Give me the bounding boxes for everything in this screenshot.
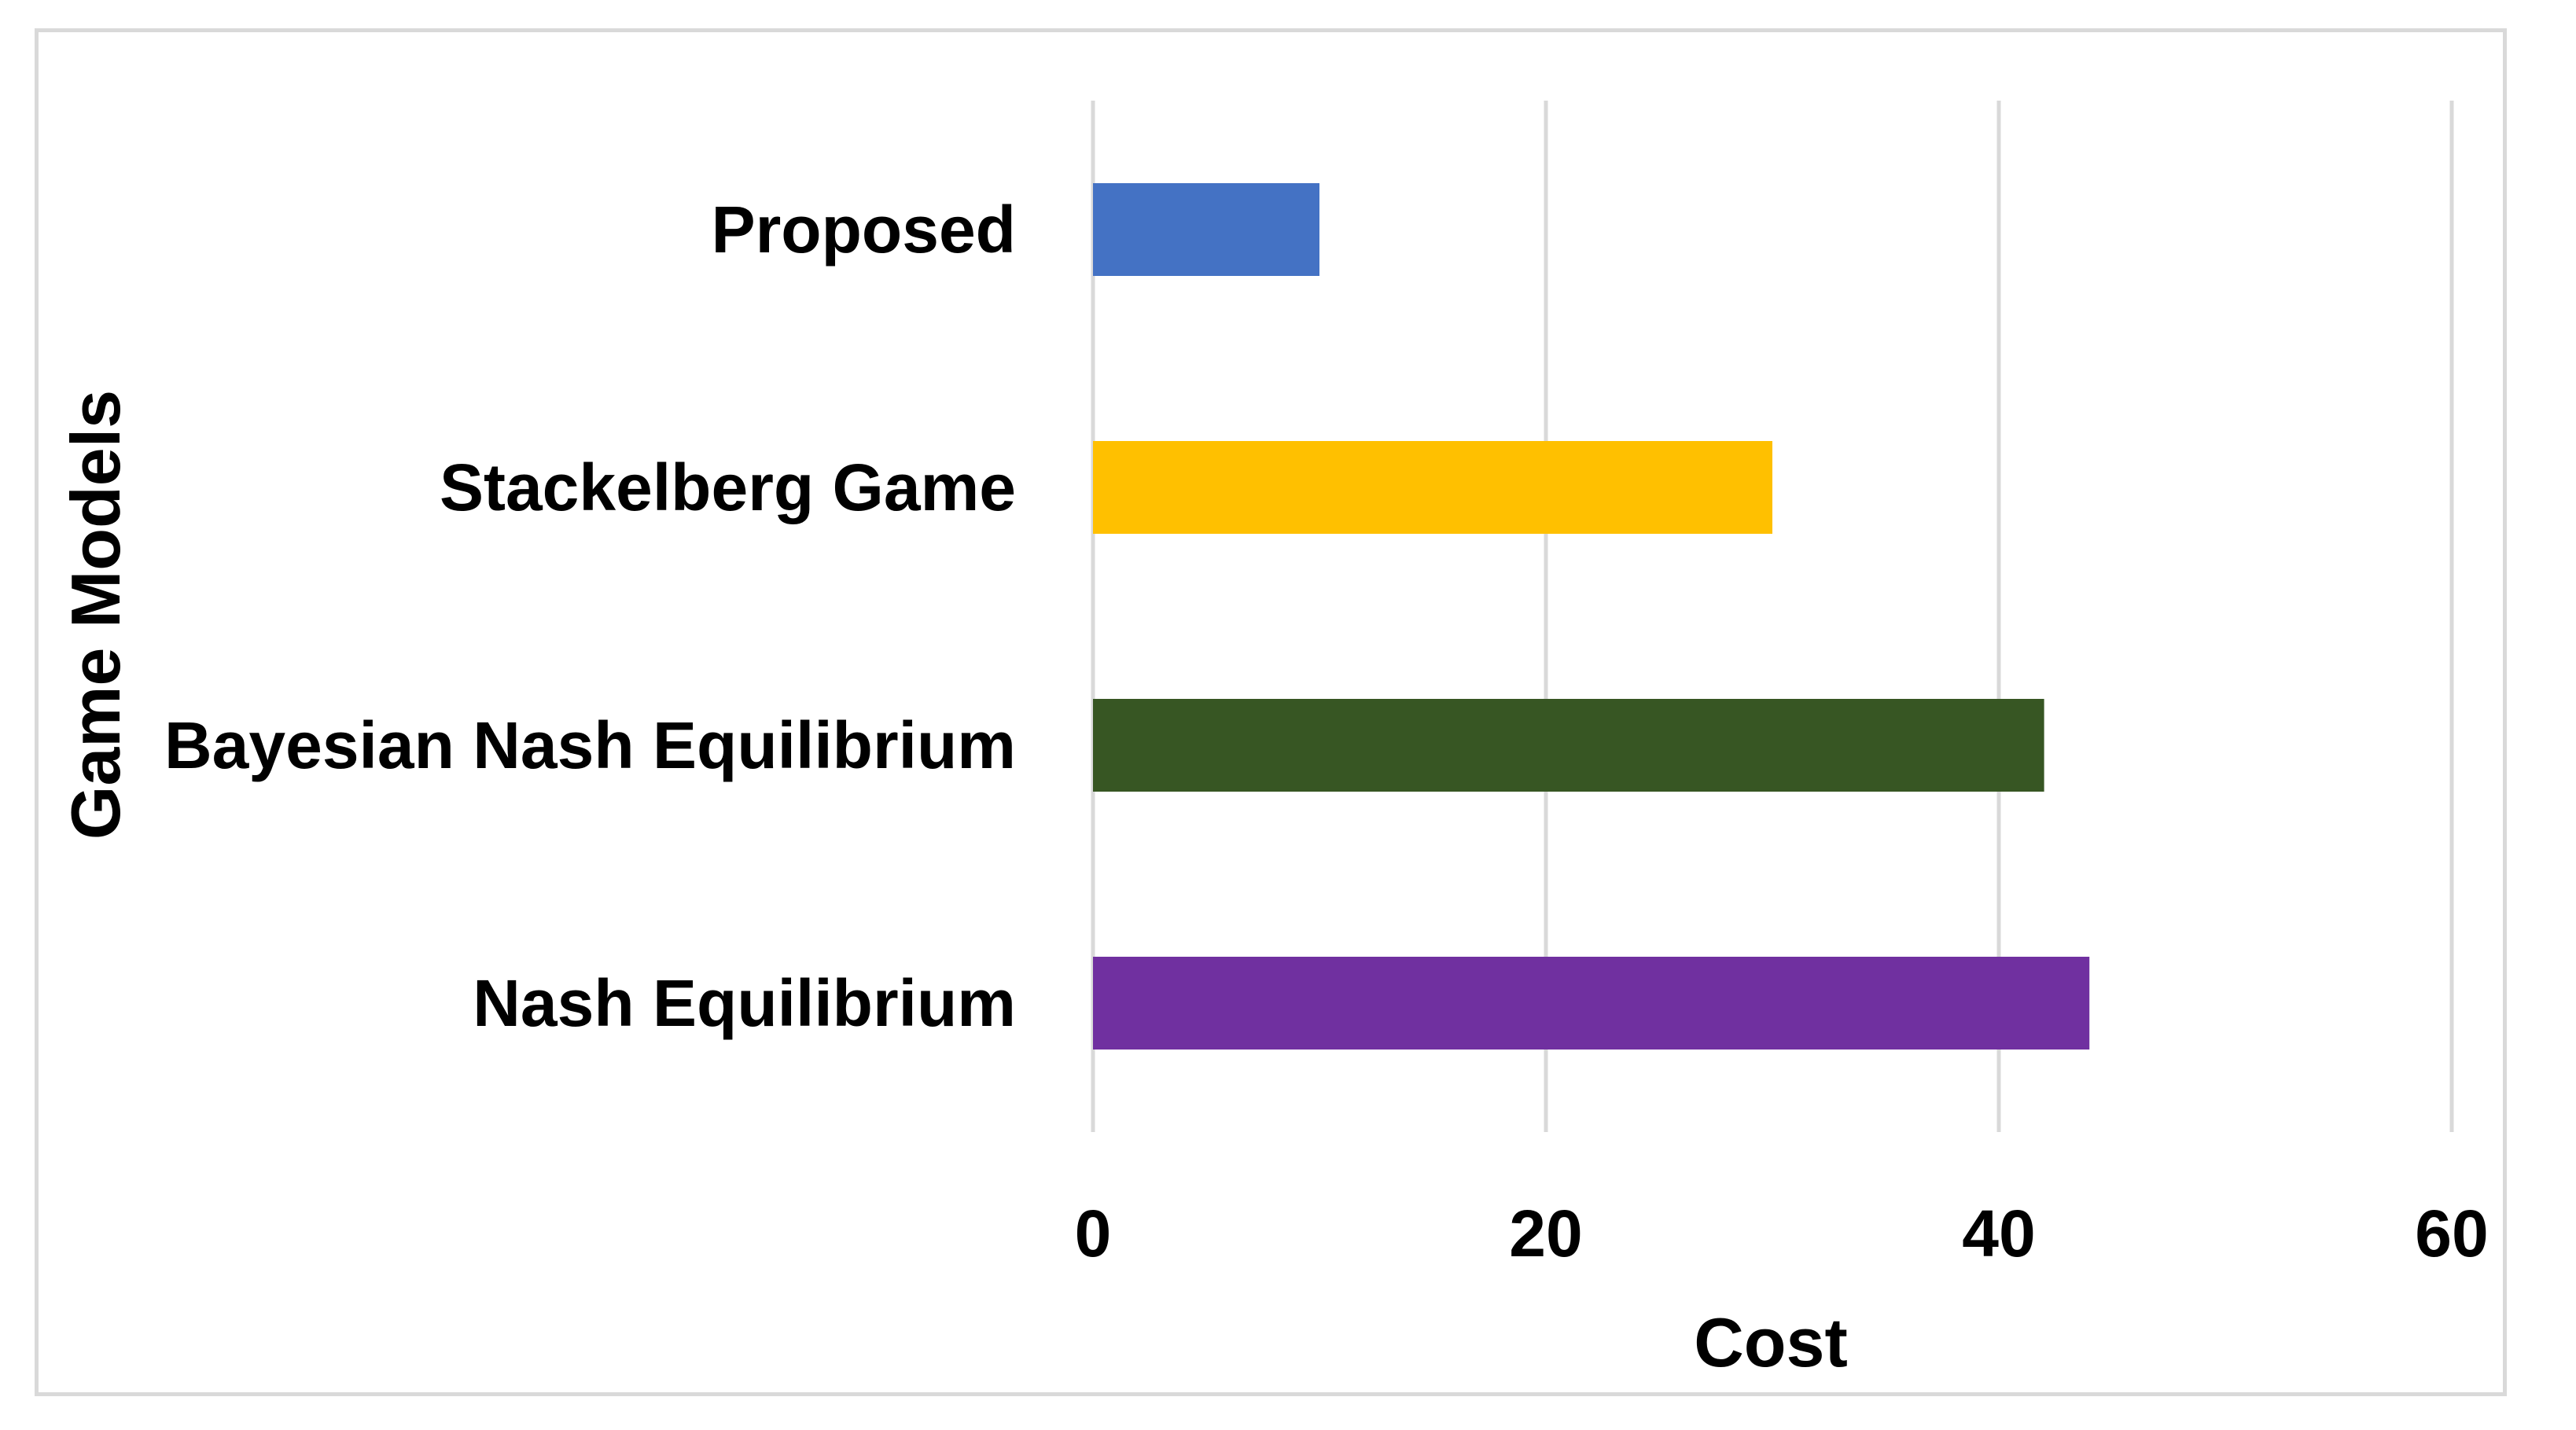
x-tick-label: 60 [2415,1197,2488,1270]
bar-proposed [1093,183,1319,276]
x-tick-label: 40 [1962,1197,2035,1270]
x-axis-title: Cost [1694,1303,1848,1381]
bar-bayesian-nash-equilibrium [1093,699,2044,792]
y-axis-title: Game Models [57,390,134,840]
bar-stackelberg-game [1093,441,1772,534]
category-label: Bayesian Nash Equilibrium [164,708,1016,782]
bars [1093,183,2090,1050]
x-tick-label: 20 [1509,1197,1582,1270]
x-tick-label: 0 [1075,1197,1112,1270]
category-label: Nash Equilibrium [473,966,1016,1040]
bar-nash-equilibrium [1093,957,2090,1050]
x-tick-labels: 0 20 40 60 [1075,1197,2489,1270]
category-label: Proposed [712,193,1016,267]
category-labels: Proposed Stackelberg Game Bayesian Nash Eq… [164,193,1016,1040]
category-label: Stackelberg Game [440,450,1016,524]
